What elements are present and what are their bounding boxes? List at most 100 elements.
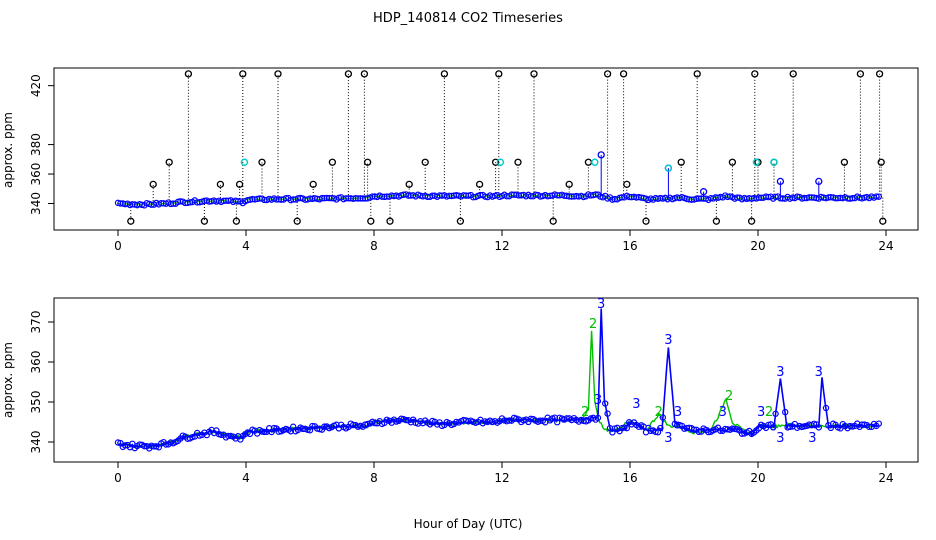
- raw-point: [232, 217, 241, 225]
- series-point: [657, 424, 664, 432]
- series-point: [623, 424, 631, 432]
- y-tick-label: 340: [29, 431, 43, 454]
- x-tick-label: 16: [622, 471, 637, 485]
- raw-point: [549, 217, 557, 225]
- series-point: [770, 424, 777, 431]
- raw-point: [875, 70, 884, 78]
- raw-point: [747, 217, 756, 225]
- x-axis-label: Hour of Day (UTC): [414, 517, 523, 531]
- series-point: [695, 428, 703, 436]
- raw-point: [840, 158, 849, 166]
- raw-point: [789, 70, 797, 78]
- raw-point: [456, 217, 465, 225]
- raw-point: [751, 70, 759, 78]
- bottom-y-axis: 340 350 360 370: [29, 311, 54, 454]
- outlier-point: [597, 151, 605, 159]
- top-y-axis: 340 360 380 420: [29, 74, 54, 215]
- top-x-axis: 0 4 8 12 16 20 24: [114, 230, 894, 253]
- series-point: [604, 410, 611, 417]
- raw-point: [495, 70, 503, 78]
- series-point: [772, 410, 779, 417]
- raw-point: [386, 217, 394, 225]
- series-point: [594, 414, 602, 422]
- flagged-point: [664, 164, 673, 172]
- point-label: 2: [765, 405, 773, 420]
- series-point: [866, 423, 873, 431]
- raw-point: [728, 158, 737, 166]
- point-label: 3: [815, 365, 823, 380]
- raw-point: [149, 180, 157, 188]
- raw-point: [360, 70, 369, 78]
- raw-point: [239, 70, 247, 78]
- series-point: [309, 422, 316, 430]
- x-tick-label: 4: [242, 239, 250, 253]
- raw-point: [293, 217, 301, 225]
- y-tick-label: 340: [29, 192, 43, 215]
- raw-point: [603, 70, 612, 78]
- raw-point: [619, 70, 628, 78]
- raw-point: [642, 217, 650, 225]
- raw-point: [514, 158, 522, 166]
- point-label: 3: [674, 405, 682, 420]
- x-tick-label: 4: [242, 471, 250, 485]
- point-label: 3: [664, 333, 672, 348]
- series-point: [261, 428, 268, 436]
- raw-point: [127, 217, 135, 225]
- x-tick-label: 20: [750, 471, 765, 485]
- raw-point: [693, 70, 701, 78]
- raw-point: [235, 180, 244, 188]
- bottom-y-axis-label: approx. ppm: [1, 342, 15, 418]
- flagged-point: [752, 158, 761, 166]
- outlier-point: [699, 188, 708, 196]
- raw-point: [440, 70, 449, 78]
- raw-point: [363, 158, 372, 166]
- outlier-point: [776, 177, 785, 186]
- raw-point: [200, 217, 209, 225]
- raw-point: [677, 158, 685, 166]
- point-label: 3: [632, 397, 640, 412]
- filtered-point: [873, 193, 880, 200]
- top-plot-frame: [53, 67, 919, 231]
- series-point: [822, 404, 830, 412]
- point-label: 2: [725, 389, 733, 404]
- x-tick-label: 0: [114, 239, 122, 253]
- raw-point: [405, 180, 413, 188]
- series-3: [114, 308, 883, 452]
- raw-point: [216, 180, 225, 188]
- raw-point: [309, 180, 317, 188]
- series-point: [815, 424, 823, 431]
- series-point: [506, 417, 513, 424]
- series-point: [786, 423, 794, 431]
- raw-point: [165, 158, 173, 166]
- y-tick-label: 360: [29, 163, 43, 186]
- x-tick-label: 12: [494, 239, 509, 253]
- x-tick-label: 0: [114, 471, 122, 485]
- raw-point: [623, 180, 631, 188]
- flagged-point: [496, 158, 505, 166]
- point-label: 2: [589, 317, 597, 332]
- point-label: 3: [776, 431, 784, 446]
- raw-point: [258, 158, 266, 166]
- y-tick-label: 380: [29, 133, 43, 156]
- chart-title: HDP_140814 CO2 Timeseries: [373, 11, 563, 26]
- y-tick-label: 360: [29, 351, 43, 374]
- raw-point: [184, 70, 193, 78]
- y-tick-label: 350: [29, 391, 43, 414]
- raw-point: [344, 70, 353, 78]
- bottom-plot-frame: [53, 297, 919, 463]
- point-label: 2: [655, 405, 663, 420]
- y-tick-label: 420: [29, 74, 43, 97]
- raw-point: [877, 158, 885, 166]
- raw-point: [879, 217, 887, 225]
- series-point: [652, 428, 659, 436]
- series-point: [875, 420, 883, 427]
- point-label: 3: [776, 365, 784, 380]
- top-panel: 0 4 8 12 16 20 24 340 360 380 420 approx. ppm: [1, 67, 919, 253]
- top-marks: [114, 70, 887, 225]
- point-label: 3: [594, 393, 602, 408]
- series-point: [602, 400, 609, 407]
- raw-point: [712, 217, 721, 225]
